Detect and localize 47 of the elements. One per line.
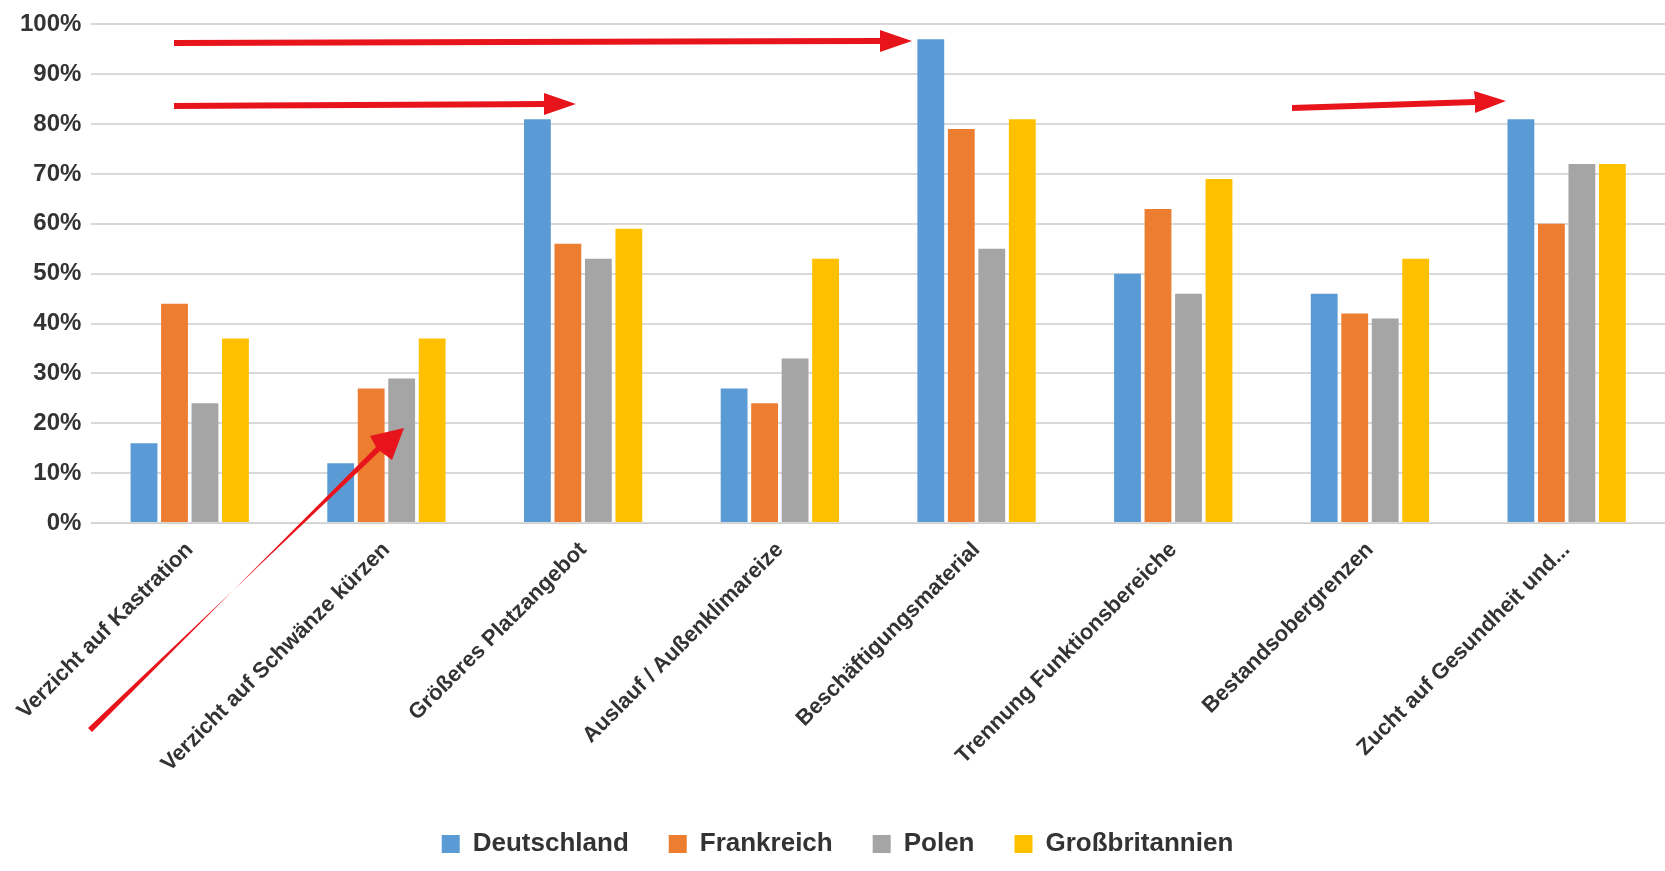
bar xyxy=(751,403,779,523)
bar xyxy=(1598,164,1626,523)
bar xyxy=(1507,119,1535,523)
bar xyxy=(130,443,158,523)
bar xyxy=(1175,293,1202,523)
bar xyxy=(720,388,748,523)
legend-label: Deutschland xyxy=(472,827,629,858)
bar xyxy=(1371,318,1399,523)
bar xyxy=(1402,258,1430,523)
y-tick-label: 30% xyxy=(33,358,82,386)
legend-label: Großbritannien xyxy=(1045,827,1234,858)
y-tick-label: 100% xyxy=(19,9,82,37)
bar xyxy=(781,358,809,523)
bar xyxy=(554,243,582,523)
y-tick-label: 50% xyxy=(33,258,82,286)
bar xyxy=(978,248,1006,523)
y-tick-label: 70% xyxy=(33,158,82,186)
bar xyxy=(1310,293,1338,523)
bar xyxy=(357,388,385,523)
y-tick-label: 20% xyxy=(33,407,82,435)
bar xyxy=(917,39,945,523)
bar xyxy=(327,463,355,523)
legend-label: Frankreich xyxy=(699,827,833,858)
bar xyxy=(1341,313,1369,523)
y-tick-label: 10% xyxy=(33,457,82,485)
bar xyxy=(161,303,188,523)
bar xyxy=(388,378,416,523)
y-tick-label: 60% xyxy=(33,208,82,236)
bar xyxy=(615,228,643,523)
bar xyxy=(1537,223,1565,523)
bar xyxy=(523,119,551,523)
y-tick-label: 0% xyxy=(46,507,82,535)
legend-label: Polen xyxy=(903,827,975,858)
bar xyxy=(222,338,249,523)
bar xyxy=(812,258,839,523)
bar xyxy=(1008,119,1036,523)
bar xyxy=(1114,273,1141,523)
y-tick-label: 40% xyxy=(33,308,82,336)
bar xyxy=(1205,178,1233,523)
bar xyxy=(1144,208,1172,523)
y-tick-label: 90% xyxy=(33,58,82,86)
y-tick-label: 80% xyxy=(33,108,82,136)
bar xyxy=(947,129,975,523)
bar xyxy=(191,403,219,523)
bar xyxy=(1568,164,1596,523)
bar xyxy=(418,338,446,523)
bar xyxy=(584,258,612,523)
